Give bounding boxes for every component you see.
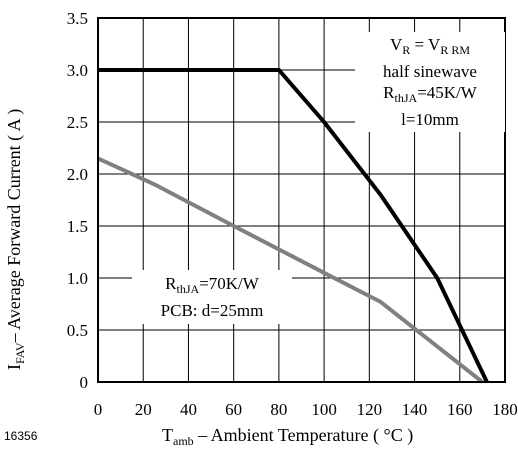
series-lines: [97, 68, 489, 384]
y-axis-label-rest: – Average Forward Current ( A ): [4, 108, 24, 343]
annotation-rth-70: R: [165, 274, 177, 293]
annotation-lead-length: l=10mm: [401, 110, 459, 129]
y-tick-label: 1.0: [67, 269, 88, 288]
annotation-rth-45-sub: thJA: [394, 91, 418, 105]
x-axis-label-sub: amb: [173, 434, 194, 448]
series-line-2: [97, 156, 484, 384]
annotation-rth-70-sub: thJA: [176, 282, 200, 296]
annotation-rth-70-line: RthJA=70K/W: [132, 273, 292, 300]
x-tick-label: 40: [180, 400, 197, 419]
x-tick-label: 0: [94, 400, 103, 419]
annotation-waveform: half sinewave: [383, 62, 477, 81]
annotation-rth-45-line: RthJA=45K/W: [355, 82, 505, 109]
x-tick-label: 80: [270, 400, 287, 419]
black-line-annotation: VR = VR RM half sinewave RthJA=45K/W l=1…: [355, 32, 505, 132]
annotation-rth-45: R: [383, 83, 395, 102]
annotation-vr: V: [389, 35, 403, 54]
y-tick-label: 2.5: [67, 113, 88, 132]
y-tick-label: 3.0: [67, 61, 88, 80]
y-tick-label: 3.5: [67, 9, 88, 28]
y-tick-label: 0: [80, 373, 89, 392]
y-tick-label: 1.5: [67, 217, 88, 236]
annotation-vrrm-sub: R RM: [440, 43, 471, 57]
x-tick-label: 60: [225, 400, 242, 419]
x-tick-label: 160: [447, 400, 473, 419]
figure-id: 16356: [4, 429, 38, 443]
annotation-vr-line: VR = VR RM: [355, 34, 505, 61]
x-tick-label: 20: [135, 400, 152, 419]
y-axis-label-sub: FAV: [13, 342, 27, 364]
y-tick-label: 2.0: [67, 165, 88, 184]
annotation-vrrm: = V: [410, 35, 441, 54]
y-tick-label: 0.5: [67, 321, 88, 340]
x-tick-labels: 0 20 40 60 80 100 120 140 160 180: [94, 400, 518, 419]
x-axis-label: Tamb – Ambient Temperature ( °C ): [162, 425, 413, 449]
x-axis-label-rest: – Ambient Temperature ( °C ): [193, 425, 414, 445]
x-axis-label-main: T: [162, 425, 173, 445]
plot-frame: [97, 17, 506, 383]
y-axis-label-main: I: [4, 364, 24, 370]
annotation-vr-sub: R: [402, 43, 411, 57]
annotation-rth-45-value: =45K/W: [417, 83, 477, 102]
series-line-1: [98, 68, 489, 383]
annotation-pcb: PCB: d=25mm: [160, 301, 264, 320]
gray-line-annotation: RthJA=70K/W PCB: d=25mm: [132, 270, 292, 324]
x-tick-label: 100: [311, 400, 337, 419]
y-axis-label: IFAV– Average Forward Current ( A ): [4, 30, 28, 370]
y-tick-labels: 0 0.5 1.0 1.5 2.0 2.5 3.0 3.5: [67, 9, 88, 392]
annotation-rth-70-value: =70K/W: [199, 274, 259, 293]
x-tick-label: 180: [492, 400, 518, 419]
x-tick-label: 120: [357, 400, 383, 419]
x-tick-label: 140: [402, 400, 428, 419]
